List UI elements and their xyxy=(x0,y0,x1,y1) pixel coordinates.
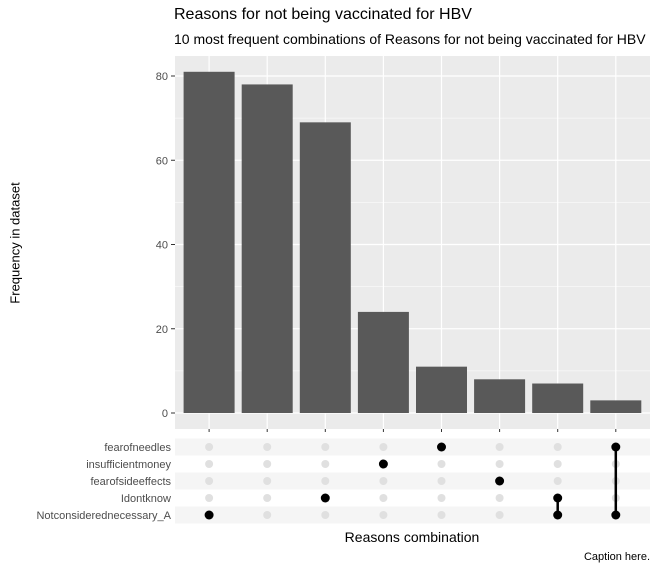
matrix-dot-inactive xyxy=(495,511,504,519)
matrix-dot-inactive xyxy=(263,494,272,502)
matrix-band xyxy=(175,438,650,456)
matrix-dot-inactive xyxy=(205,443,214,451)
y-tick-label: 80 xyxy=(156,71,168,83)
chart-caption: Caption here. xyxy=(583,551,650,563)
chart-title: Reasons for not being vaccinated for HBV xyxy=(174,6,472,23)
matrix-dot-inactive xyxy=(263,460,272,468)
matrix-dot-active xyxy=(437,442,446,452)
set-label: insufficientmoney xyxy=(86,459,171,471)
matrix-dot-inactive xyxy=(379,477,388,485)
bar xyxy=(241,84,293,414)
matrix-dot-active xyxy=(611,442,621,452)
matrix-dot-inactive xyxy=(321,511,330,519)
matrix-dot-inactive xyxy=(205,477,214,485)
matrix-dot-inactive xyxy=(379,494,388,502)
bar xyxy=(299,122,351,414)
bar xyxy=(532,383,584,413)
matrix-dot-active xyxy=(553,493,563,503)
matrix-dot-active xyxy=(320,493,330,503)
matrix-dot-inactive xyxy=(379,443,388,451)
bar xyxy=(416,366,467,413)
matrix-dot-active xyxy=(495,476,505,486)
matrix-dot-inactive xyxy=(437,494,446,502)
matrix-band xyxy=(175,506,650,524)
matrix-dot-inactive xyxy=(553,460,562,468)
chart-subtitle: 10 most frequent combinations of Reasons… xyxy=(174,31,646,47)
set-label: fearofsideeffects xyxy=(90,476,171,488)
matrix-dot-inactive xyxy=(553,477,562,485)
y-tick-label: 20 xyxy=(156,324,168,336)
bar xyxy=(474,379,526,413)
set-label: fearofneedles xyxy=(104,442,171,454)
matrix-dot-inactive xyxy=(321,477,330,485)
set-label: Idontknow xyxy=(121,493,171,505)
matrix-dot-inactive xyxy=(437,477,446,485)
matrix-dot-inactive xyxy=(437,511,446,519)
matrix-dot-inactive xyxy=(495,443,504,451)
bar xyxy=(590,400,642,413)
y-tick-label: 40 xyxy=(156,240,168,252)
x-axis-label: Reasons combination xyxy=(344,529,480,545)
matrix-dot-inactive xyxy=(205,494,214,502)
matrix-dot-inactive xyxy=(379,511,388,519)
matrix-dot-inactive xyxy=(495,460,504,468)
y-axis-label: Frequency in dataset xyxy=(7,182,23,304)
matrix-dot-inactive xyxy=(263,477,272,485)
matrix-dot-inactive xyxy=(263,511,272,519)
set-label: Notconsiderednecessary_A xyxy=(36,510,171,522)
y-tick-label: 60 xyxy=(156,155,168,167)
matrix-dot-inactive xyxy=(437,460,446,468)
bar xyxy=(183,71,235,413)
matrix-dot-inactive xyxy=(321,460,330,468)
matrix-dot-inactive xyxy=(495,494,504,502)
matrix-dot-inactive xyxy=(553,443,562,451)
bar xyxy=(357,311,409,413)
matrix-dot-active xyxy=(553,510,563,520)
matrix-dot-inactive xyxy=(321,443,330,451)
matrix-dot-active xyxy=(378,459,388,469)
matrix-dot-active xyxy=(611,510,621,520)
matrix-band xyxy=(175,472,650,490)
matrix-dot-inactive xyxy=(205,460,214,468)
matrix-dot-inactive xyxy=(263,443,272,451)
matrix-dot-active xyxy=(204,510,214,520)
y-tick-label: 0 xyxy=(162,408,168,420)
